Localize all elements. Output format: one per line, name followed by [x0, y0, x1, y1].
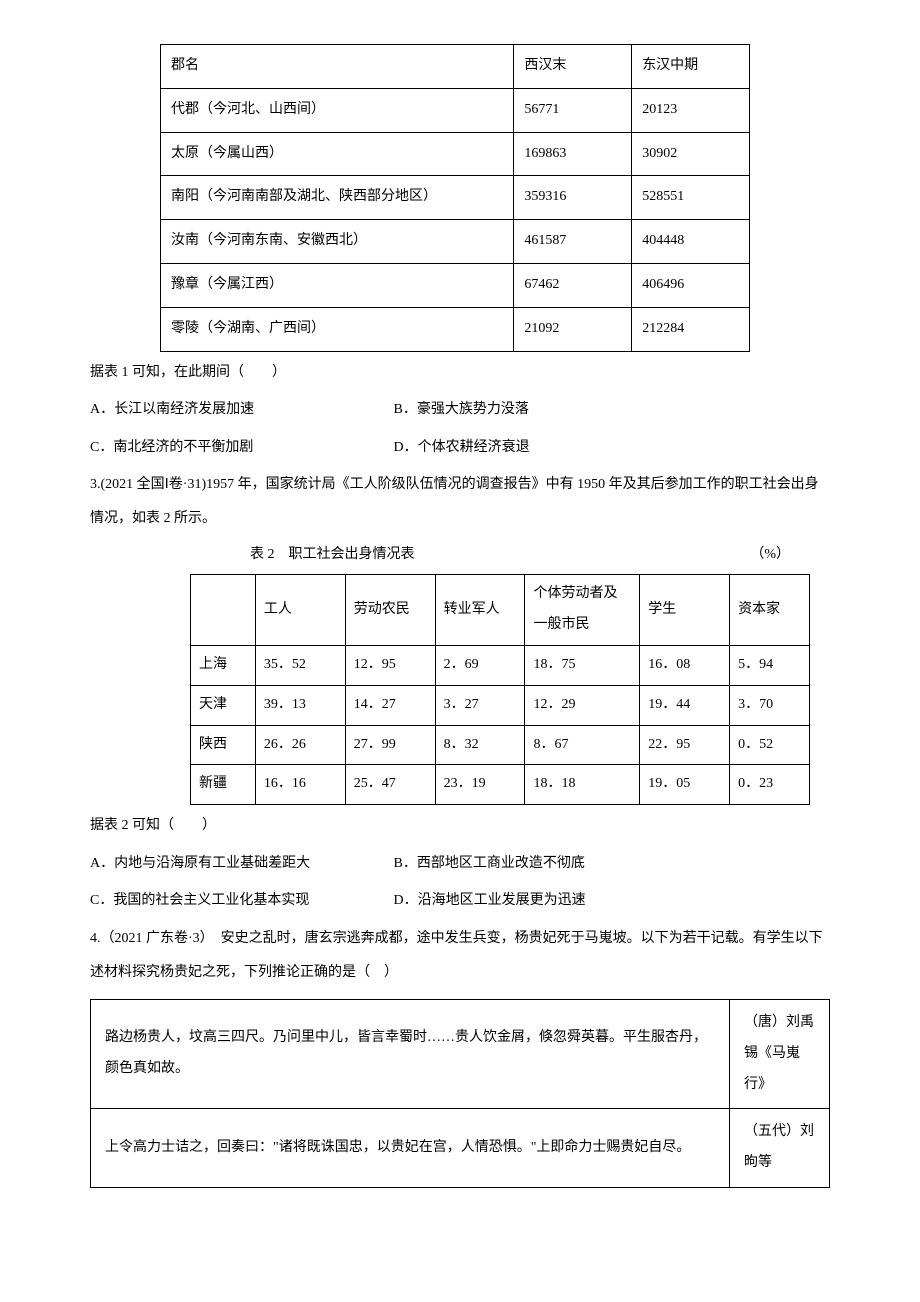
table-row: 汝南（今河南东南、安徽西北）461587404448 [161, 220, 750, 264]
table-2-worker-origin: 工人 劳动农民 转业军人 个体劳动者及一般市民 学生 资本家 上海35．5212… [190, 574, 810, 805]
option-c: C．南北经济的不平衡加剧 [90, 431, 390, 465]
table-row: 代郡（今河北、山西间）5677120123 [161, 88, 750, 132]
table-row: 工人 劳动农民 转业军人 个体劳动者及一般市民 学生 资本家 [191, 575, 810, 646]
cell-header: 工人 [255, 575, 345, 646]
cell: 南阳（今河南南部及湖北、陕西部分地区） [161, 176, 514, 220]
table-row: 天津39．1314．273．2712．2919．443．70 [191, 685, 810, 725]
table-row: 上海35．5212．952．6918．7516．085．94 [191, 645, 810, 685]
cell: 35．52 [255, 645, 345, 685]
question-3-head: 3.(2021 全国Ⅰ卷·31)1957 年，国家统计局《工人阶级队伍情况的调查… [90, 468, 830, 535]
cell-header: 资本家 [730, 575, 810, 646]
question-3-stem: 据表 2 可知（ ） [90, 809, 830, 843]
cell: 0．23 [730, 765, 810, 805]
option-d: D．沿海地区工业发展更为迅速 [394, 884, 586, 918]
cell-header: 劳动农民 [345, 575, 435, 646]
cell-source: （五代）刘昫等 [730, 1109, 830, 1188]
cell: 359316 [514, 176, 632, 220]
cell: 39．13 [255, 685, 345, 725]
cell-header: 郡名 [161, 45, 514, 89]
question-3-options-row-1: A．内地与沿海原有工业基础差距大 B．西部地区工商业改造不彻底 [90, 847, 830, 881]
table-row: 豫章（今属江西）67462406496 [161, 263, 750, 307]
caption-right: （%） [750, 540, 790, 571]
cell: 上海 [191, 645, 256, 685]
cell: 20123 [632, 88, 750, 132]
cell: 212284 [632, 307, 750, 351]
cell-header: 西汉末 [514, 45, 632, 89]
cell: 豫章（今属江西） [161, 263, 514, 307]
cell: 代郡（今河北、山西间） [161, 88, 514, 132]
cell: 2．69 [435, 645, 525, 685]
cell: 18．75 [525, 645, 640, 685]
cell: 23．19 [435, 765, 525, 805]
cell: 14．27 [345, 685, 435, 725]
cell: 5．94 [730, 645, 810, 685]
question-4-head: 4.（2021 广东卷·3） 安史之乱时，唐玄宗逃奔成都，途中发生兵变，杨贵妃死… [90, 922, 830, 989]
option-c: C．我国的社会主义工业化基本实现 [90, 884, 390, 918]
cell: 56771 [514, 88, 632, 132]
cell: 零陵（今湖南、广西间） [161, 307, 514, 351]
cell-header [191, 575, 256, 646]
cell: 太原（今属山西） [161, 132, 514, 176]
cell-header: 东汉中期 [632, 45, 750, 89]
cell: 新疆 [191, 765, 256, 805]
table-row: 新疆16．1625．4723．1918．1819．050．23 [191, 765, 810, 805]
cell-text: 上令高力士诘之，回奏曰："诸将既诛国忠，以贵妃在宫，人情恐惧。"上即命力士赐贵妃… [91, 1109, 730, 1188]
table-row: 太原（今属山西）16986330902 [161, 132, 750, 176]
cell: 汝南（今河南东南、安徽西北） [161, 220, 514, 264]
cell: 67462 [514, 263, 632, 307]
cell: 16．08 [640, 645, 730, 685]
cell-header: 个体劳动者及一般市民 [525, 575, 640, 646]
cell: 30902 [632, 132, 750, 176]
cell-header: 转业军人 [435, 575, 525, 646]
cell: 3．70 [730, 685, 810, 725]
cell: 404448 [632, 220, 750, 264]
table-row: 郡名 西汉末 东汉中期 [161, 45, 750, 89]
cell: 天津 [191, 685, 256, 725]
cell-header: 学生 [640, 575, 730, 646]
table-row: 路边杨贵人，坟高三四尺。乃问里中儿，皆言幸蜀时……贵人饮金屑，倏忽舜英暮。平生服… [91, 1000, 830, 1109]
cell: 26．26 [255, 725, 345, 765]
cell: 169863 [514, 132, 632, 176]
option-d: D．个体农耕经济衰退 [394, 431, 530, 465]
cell: 18．18 [525, 765, 640, 805]
question-2-options-row-2: C．南北经济的不平衡加剧 D．个体农耕经济衰退 [90, 431, 830, 465]
cell: 0．52 [730, 725, 810, 765]
cell: 陕西 [191, 725, 256, 765]
caption-left: 表 2 职工社会出身情况表 [250, 540, 415, 571]
table-row: 上令高力士诘之，回奏曰："诸将既诛国忠，以贵妃在宫，人情恐惧。"上即命力士赐贵妃… [91, 1109, 830, 1188]
table-row: 零陵（今湖南、广西间）21092212284 [161, 307, 750, 351]
option-a: A．内地与沿海原有工业基础差距大 [90, 847, 390, 881]
cell: 27．99 [345, 725, 435, 765]
cell: 19．44 [640, 685, 730, 725]
cell: 22．95 [640, 725, 730, 765]
cell: 3．27 [435, 685, 525, 725]
cell: 16．16 [255, 765, 345, 805]
cell: 25．47 [345, 765, 435, 805]
cell-source: （唐）刘禹锡《马嵬行》 [730, 1000, 830, 1109]
cell: 8．32 [435, 725, 525, 765]
option-b: B．豪强大族势力没落 [394, 393, 529, 427]
cell: 8．67 [525, 725, 640, 765]
question-2-options-row-1: A．长江以南经济发展加速 B．豪强大族势力没落 [90, 393, 830, 427]
option-a: A．长江以南经济发展加速 [90, 393, 390, 427]
table-row: 陕西26．2627．998．328．6722．950．52 [191, 725, 810, 765]
question-2-stem: 据表 1 可知，在此期间（ ） [90, 356, 830, 390]
cell: 406496 [632, 263, 750, 307]
table-3-sources: 路边杨贵人，坟高三四尺。乃问里中儿，皆言幸蜀时……贵人饮金屑，倏忽舜英暮。平生服… [90, 999, 830, 1188]
table-1-households: 郡名 西汉末 东汉中期 代郡（今河北、山西间）5677120123 太原（今属山… [160, 44, 750, 352]
cell: 21092 [514, 307, 632, 351]
table-row: 南阳（今河南南部及湖北、陕西部分地区）359316528551 [161, 176, 750, 220]
cell: 12．29 [525, 685, 640, 725]
option-b: B．西部地区工商业改造不彻底 [394, 847, 585, 881]
cell: 19．05 [640, 765, 730, 805]
cell: 461587 [514, 220, 632, 264]
cell: 528551 [632, 176, 750, 220]
cell: 12．95 [345, 645, 435, 685]
table-2-caption: 表 2 职工社会出身情况表 （%） [250, 540, 790, 571]
question-3-options-row-2: C．我国的社会主义工业化基本实现 D．沿海地区工业发展更为迅速 [90, 884, 830, 918]
cell-text: 路边杨贵人，坟高三四尺。乃问里中儿，皆言幸蜀时……贵人饮金屑，倏忽舜英暮。平生服… [91, 1000, 730, 1109]
